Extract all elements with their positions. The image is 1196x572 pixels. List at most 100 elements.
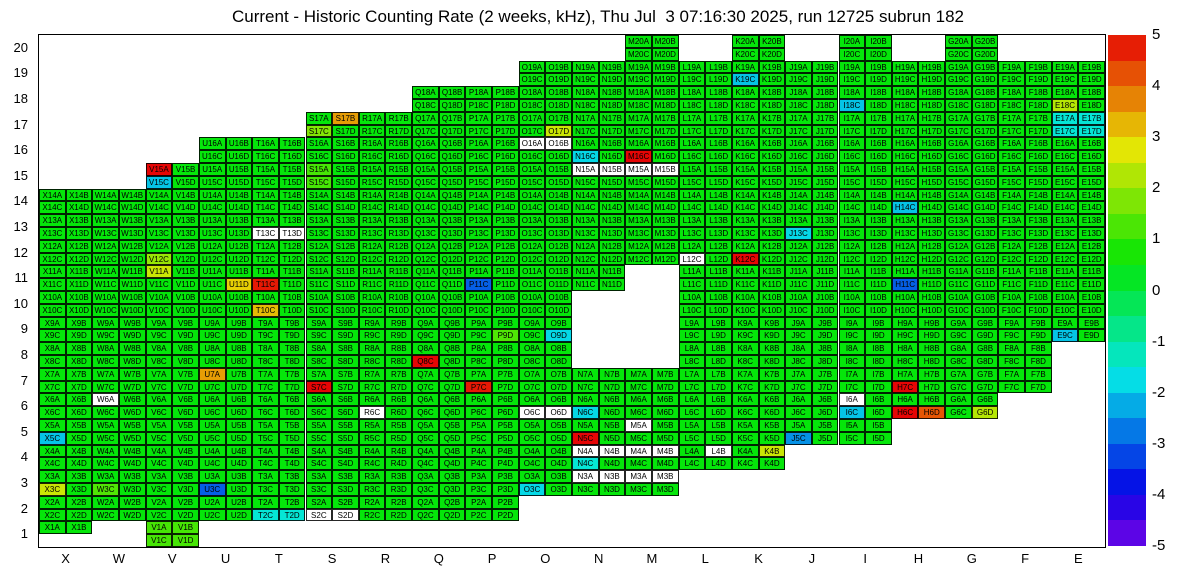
cell-P2B: P2B	[492, 495, 519, 509]
cell-V13A: V13A	[145, 214, 173, 227]
cell-L5A: L5A	[678, 419, 706, 432]
cell-E19B: E19B	[1078, 60, 1105, 74]
cell-I8D: I8D	[865, 355, 892, 368]
cell-R5A: R5A	[358, 419, 386, 432]
cell-F14B: F14B	[1025, 188, 1052, 202]
cell-P17A: P17A	[465, 111, 493, 125]
row-label-2: 2	[20, 500, 28, 516]
cell-X2D: X2D	[65, 508, 93, 522]
cell-K4C: K4C	[731, 457, 759, 471]
cell-M19B: M19B	[651, 60, 679, 74]
cell-U5A: U5A	[198, 419, 226, 432]
cell-F8D: F8D	[1025, 355, 1052, 368]
cell-N3B: N3B	[598, 470, 626, 483]
cell-R7C: R7C	[358, 380, 386, 394]
cell-W13A: W13A	[92, 214, 119, 227]
cell-H12A: H12A	[891, 239, 919, 253]
cell-P12A: P12A	[465, 239, 493, 253]
cell-P4B: P4B	[492, 444, 519, 458]
cell-O12D: O12D	[545, 252, 572, 266]
cell-N11B: N11B	[598, 265, 626, 279]
column-label-S: S	[327, 551, 337, 566]
cell-L7A: L7A	[678, 367, 706, 381]
cell-K10C: K10C	[731, 303, 759, 317]
cell-T10C: T10C	[252, 303, 279, 317]
cell-K12B: K12B	[758, 239, 786, 253]
cell-R3B: R3B	[385, 470, 413, 483]
cell-W5B: W5B	[118, 419, 146, 432]
cell-V9C: V9C	[145, 329, 173, 343]
cell-I12D: I12D	[865, 252, 892, 266]
cell-E12B: E12B	[1078, 239, 1105, 253]
cell-P17D: P17D	[492, 124, 519, 138]
cell-W3D: W3D	[118, 483, 146, 496]
cell-S4D: S4D	[332, 457, 359, 471]
cell-Q10D: Q10D	[438, 303, 466, 317]
cell-J14B: J14B	[811, 188, 839, 202]
cell-H10C: H10C	[891, 303, 919, 317]
cell-M13A: M13A	[625, 214, 652, 227]
cell-G11A: G11A	[945, 265, 972, 279]
cell-W12B: W12B	[118, 239, 146, 253]
cell-O9C: O9C	[518, 329, 546, 343]
cell-L18C: L18C	[678, 99, 706, 112]
cell-L18B: L18B	[705, 86, 732, 99]
cell-I19D: I19D	[865, 73, 892, 87]
cell-S17B: S17B	[332, 111, 359, 125]
cell-F10C: F10C	[998, 303, 1026, 317]
cell-O4C: O4C	[518, 457, 546, 471]
cell-R14A: R14A	[358, 188, 386, 202]
cell-Q14C: Q14C	[412, 201, 439, 215]
cell-N3C: N3C	[572, 483, 599, 496]
cell-E11C: E11C	[1051, 278, 1079, 291]
column-label-H: H	[913, 551, 924, 566]
cell-G13B: G13B	[971, 214, 999, 227]
cell-L8C: L8C	[678, 355, 706, 368]
cell-Q11B: Q11B	[438, 265, 466, 279]
cell-I9B: I9B	[865, 316, 892, 330]
cell-F19A: F19A	[998, 60, 1026, 74]
cell-T2D: T2D	[278, 508, 306, 522]
cell-R12B: R12B	[385, 239, 413, 253]
cell-M15A: M15A	[625, 163, 652, 176]
cell-H17D: H17D	[918, 124, 946, 138]
cell-S7D: S7D	[332, 380, 359, 394]
row-label-7: 7	[20, 372, 28, 388]
cell-X10B: X10B	[65, 291, 93, 304]
cell-F15A: F15A	[998, 163, 1026, 176]
cell-P15A: P15A	[465, 163, 493, 176]
cell-F18D: F18D	[1025, 99, 1052, 112]
cell-U16C: U16C	[198, 150, 226, 163]
cell-U3B: U3B	[225, 470, 253, 483]
cell-R3C: R3C	[358, 483, 386, 496]
cell-Q2D: Q2D	[438, 508, 466, 522]
cell-E17C: E17C	[1051, 124, 1079, 138]
cell-F10A: F10A	[998, 291, 1026, 304]
cell-I7A: I7A	[838, 367, 866, 381]
plot-area: M20A M20B M20C M20D K20A K20B K20C K20D I20A I20B…	[38, 34, 1106, 548]
cell-J16B: J16B	[811, 137, 839, 151]
cell-K15B: K15B	[758, 163, 786, 176]
cell-X14C: X14C	[39, 201, 66, 215]
cell-M6C: M6C	[625, 406, 652, 419]
cell-L15A: L15A	[678, 163, 706, 176]
cell-O8D: O8D	[545, 355, 572, 368]
cell-S7C: S7C	[305, 380, 333, 394]
row-label-4: 4	[20, 449, 28, 465]
cell-G16A: G16A	[945, 137, 972, 151]
cell-G12D: G12D	[971, 252, 999, 266]
cell-I5A: I5A	[838, 419, 866, 432]
cell-G6A: G6A	[945, 393, 972, 407]
cell-O15A: O15A	[518, 163, 546, 176]
cell-K10A: K10A	[731, 291, 759, 304]
cell-P12B: P12B	[492, 239, 519, 253]
cell-K9C: K9C	[731, 329, 759, 343]
cell-J19C: J19C	[785, 73, 812, 87]
cell-F16A: F16A	[998, 137, 1026, 151]
cell-M19A: M19A	[625, 60, 652, 74]
cell-R4B: R4B	[385, 444, 413, 458]
cell-N19A: N19A	[572, 60, 599, 74]
cell-V11C: V11C	[145, 278, 173, 291]
cell-S3C: S3C	[305, 483, 333, 496]
